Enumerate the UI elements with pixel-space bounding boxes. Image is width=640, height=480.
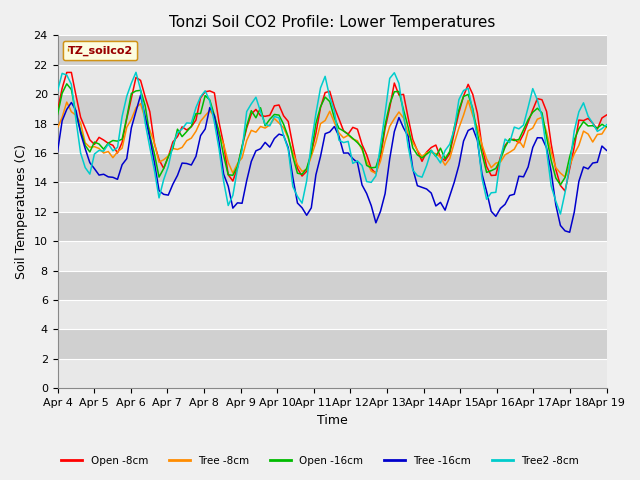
Open -16cm [593,125,601,131]
Open -8cm [603,112,611,118]
Tree -8cm [202,113,209,119]
Line: Tree -16cm: Tree -16cm [58,95,607,232]
Bar [58,300,607,329]
Bar [58,329,607,359]
Legend: Open -8cm, Tree -8cm, Open -16cm, Tree -16cm, Tree2 -8cm: Open -8cm, Tree -8cm, Open -16cm, Tree -… [57,452,583,470]
Bar [58,36,607,65]
Bar [58,182,607,212]
Open -8cm [436,154,444,160]
Open -8cm [593,126,601,132]
Tree -8cm [358,147,366,153]
Open -16cm [603,124,611,130]
Tree -8cm [603,124,611,130]
Legend: TZ_soilco2: TZ_soilco2 [63,41,137,60]
Bar [58,271,607,300]
Bar [58,359,607,388]
Line: Open -16cm: Open -16cm [58,84,607,185]
Tree2 -8cm [557,211,564,217]
Open -16cm [363,163,371,168]
Open -16cm [54,112,61,118]
Bar [58,94,607,123]
Title: Tonzi Soil CO2 Profile: Lower Temperatures: Tonzi Soil CO2 Profile: Lower Temperatur… [169,15,495,30]
Tree -16cm [566,229,573,235]
Tree -16cm [593,159,601,165]
Open -8cm [54,108,61,114]
Open -8cm [68,70,76,75]
Open -8cm [492,172,500,178]
Tree2 -8cm [436,160,444,166]
Tree -16cm [206,105,214,110]
Open -16cm [557,182,564,188]
Tree -16cm [137,92,145,98]
Bar [58,153,607,182]
Open -16cm [492,166,500,171]
Tree -8cm [54,125,61,131]
Tree2 -8cm [492,190,500,195]
Tree -8cm [464,97,472,103]
Open -8cm [206,88,214,94]
Line: Open -8cm: Open -8cm [58,72,607,191]
Bar [58,123,607,153]
Tree -8cm [169,145,177,151]
Tree2 -8cm [206,98,214,104]
Tree -8cm [492,160,500,166]
Tree2 -8cm [603,122,611,128]
Line: Tree2 -8cm: Tree2 -8cm [58,72,607,214]
Open -8cm [561,188,569,194]
Tree2 -8cm [593,129,601,134]
Line: Tree -8cm: Tree -8cm [58,100,607,177]
Open -8cm [173,134,181,140]
Tree -16cm [173,172,181,178]
Open -16cm [173,126,181,132]
Bar [58,241,607,271]
X-axis label: Time: Time [317,414,348,427]
Tree2 -8cm [132,70,140,75]
Bar [58,65,607,94]
Tree -16cm [603,147,611,153]
Tree2 -8cm [173,130,181,135]
Tree -8cm [432,151,440,156]
Tree -16cm [54,149,61,155]
Tree -16cm [436,200,444,205]
Open -16cm [206,97,214,103]
Tree2 -8cm [363,179,371,184]
Open -16cm [63,81,70,87]
Tree -16cm [492,214,500,219]
Open -16cm [436,145,444,151]
Tree -8cm [593,132,601,137]
Bar [58,212,607,241]
Tree -8cm [561,174,569,180]
Tree -16cm [363,191,371,196]
Open -8cm [363,152,371,157]
Y-axis label: Soil Temperatures (C): Soil Temperatures (C) [15,144,28,279]
Tree2 -8cm [54,88,61,94]
